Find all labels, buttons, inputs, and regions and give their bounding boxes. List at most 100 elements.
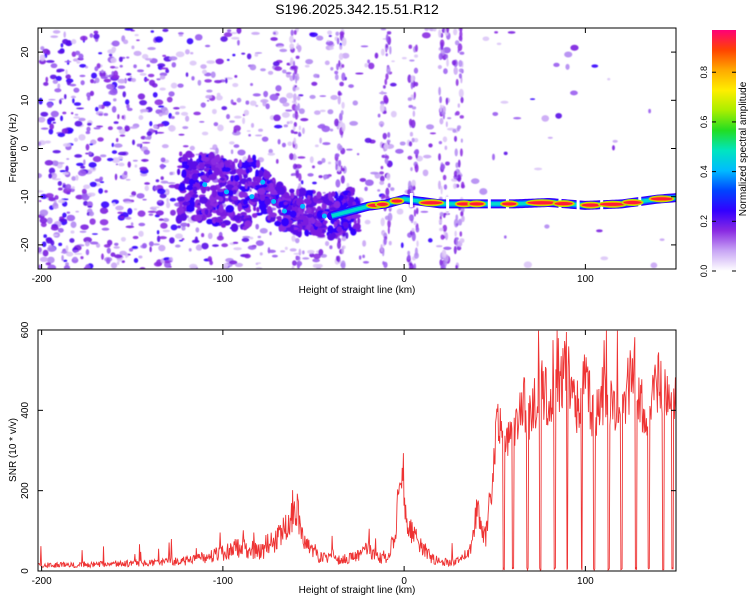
speckle-blob [193,111,201,116]
speckle-blob [453,218,459,228]
speckle-blob [257,235,262,239]
speckle-blob [267,70,274,75]
speckle-blob [175,244,181,248]
speckle-blob [413,150,418,154]
speckle-blob [206,60,216,64]
ridge-cluster-blob [216,188,225,193]
speckle-blob [78,117,86,122]
ridge-cluster-blob [305,207,312,214]
speckle-blob [364,219,371,225]
speckle-blob [386,139,391,144]
speckle-blob [70,221,77,228]
speckle-blob [102,101,111,107]
speckle-blob [226,58,230,62]
speckle-blob [412,110,416,117]
speckle-blob [381,194,386,199]
speckle-blob [129,195,135,198]
speckle-blob [384,142,389,150]
ridge-cluster-blob [322,220,328,224]
speckle-blob [260,68,266,72]
speckle-blob [155,210,164,216]
speckle-blob [70,112,74,115]
speckle-blob [292,86,296,92]
speckle-blob [400,242,404,249]
speckle-blob [60,43,64,48]
speckle-blob [547,136,553,139]
speckle-blob [201,242,209,250]
speckle-blob [124,28,134,31]
speckle-blob [292,72,296,81]
speckle-blob [324,241,330,247]
ridge-cluster-blob [268,182,274,190]
speckle-blob [110,262,118,269]
speckle-blob [452,183,457,189]
speckle-blob [503,235,507,239]
speckle-blob [65,183,72,190]
speckle-blob [38,141,42,147]
speckle-blob [189,60,197,66]
speckle-blob [380,100,385,105]
speckle-blob [62,143,72,147]
speckle-blob [58,242,63,247]
speckle-blob [341,72,346,81]
speckle-blob [460,96,464,104]
speckle-blob [290,29,294,37]
speckle-blob [380,48,385,56]
ridge-cluster-blob [350,227,357,236]
speckle-blob [38,200,42,203]
speckle-blob [243,109,250,116]
speckle-blob [370,171,379,175]
speckle-blob [206,99,210,102]
speckle-blob [189,145,195,151]
speckle-blob [459,115,464,119]
speckle-blob [246,53,252,60]
ridge-cluster-blob [331,191,336,197]
speckle-blob [98,52,103,55]
speckle-blob [128,247,134,252]
speckle-blob [115,163,119,166]
speckle-blob [312,165,315,169]
speckle-blob [424,28,430,31]
speckle-blob [78,53,84,60]
speckle-blob [233,158,239,164]
speckle-blob [408,104,414,108]
speckle-blob [139,108,149,113]
speckle-blob [570,44,579,51]
speckle-blob [139,72,147,76]
speckle-blob [178,239,184,242]
speckle-blob [442,174,447,181]
speckle-blob [414,163,419,173]
speckle-blob [73,87,80,93]
speckle-blob [129,75,133,78]
speckle-blob [83,236,93,243]
figure-title: S196.2025.342.15.51.R12 [275,1,439,17]
speckle-blob [112,98,117,102]
speckle-blob [295,238,300,244]
speckle-blob [298,125,302,131]
speckle-blob [337,95,341,105]
speckle-blob [364,137,372,143]
speckle-blob [286,121,290,125]
speckle-blob [389,82,397,87]
speckle-blob [659,238,665,241]
speckle-blob [85,131,91,135]
ridge-cluster-blob [338,195,344,200]
speckle-blob [158,218,164,221]
speckle-blob [444,232,449,241]
speckle-blob [136,143,142,147]
speckle-blob [133,258,139,263]
speckle-blob [607,77,611,81]
ridge-cluster-blob [235,168,245,175]
ridge-cluster-blob [175,214,183,224]
speckle-blob [48,98,56,101]
speckle-blob [50,110,59,118]
speckle-blob [90,78,95,84]
ridge-cluster-blob [317,199,324,203]
speckle-blob [439,227,444,232]
speckle-blob [71,176,77,181]
speckle-blob [81,188,87,194]
speckle-blob [318,248,324,256]
heatmap-plot-area [38,28,676,269]
speckle-blob [281,111,290,118]
